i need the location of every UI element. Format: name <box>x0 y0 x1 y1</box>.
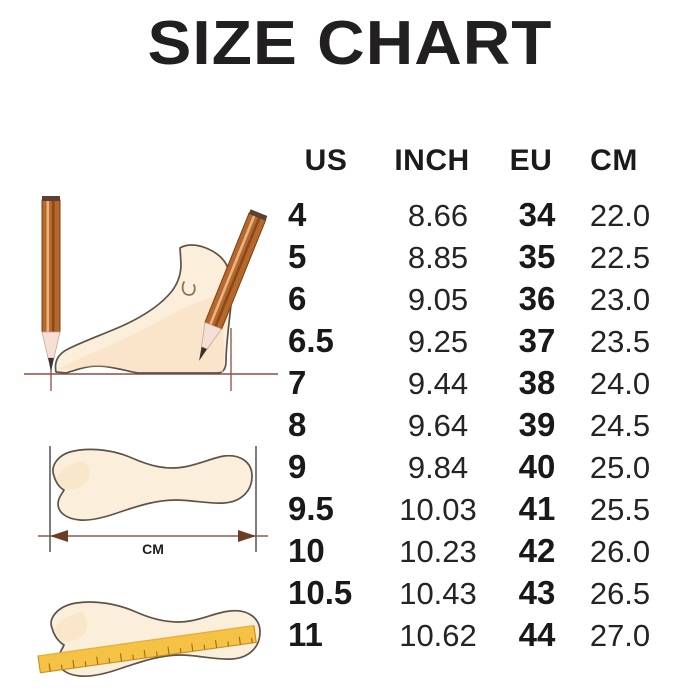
table-row: 6 9.05 36 23.0 <box>282 280 682 322</box>
table-row: 5 8.85 35 22.5 <box>282 238 682 280</box>
size-cell-us: 5 <box>288 238 307 275</box>
size-cell-eu: 34 <box>518 196 556 233</box>
cm-dimension-label: CM <box>142 541 164 557</box>
size-cell-cm: 24.0 <box>589 366 651 401</box>
size-cell-us: 11 <box>288 616 323 653</box>
size-cell-inch: 10.62 <box>399 618 477 653</box>
size-cell-us: 9 <box>288 448 307 485</box>
size-cell-cm: 23.5 <box>589 324 651 359</box>
size-cell-us: 6.5 <box>288 322 334 359</box>
column-header-inch: INCH <box>394 144 470 177</box>
table-row: 10 10.23 42 26.0 <box>282 532 682 574</box>
size-cell-cm: 24.5 <box>589 408 651 443</box>
size-cell-cm: 23.0 <box>589 282 651 317</box>
size-cell-eu: 36 <box>518 280 556 317</box>
size-table: US INCH EU CM 4 8.66 34 22.0 5 8.85 35 22.5 6 9.0… <box>282 144 682 658</box>
size-cell-inch: 10.23 <box>399 534 477 569</box>
size-cell-eu: 43 <box>518 574 556 611</box>
size-cell-inch: 9.44 <box>407 366 469 401</box>
size-cell-eu: 42 <box>518 532 556 569</box>
size-cell-eu: 35 <box>518 238 556 275</box>
size-cell-us: 8 <box>288 406 307 443</box>
pencil-left-icon <box>41 196 61 372</box>
size-cell-eu: 37 <box>518 322 556 359</box>
column-header-cm: CM <box>590 144 638 177</box>
footprint-tape-illustration <box>22 582 284 694</box>
size-cell-inch: 8.66 <box>407 198 469 233</box>
size-cell-cm: 22.0 <box>589 198 651 233</box>
table-row: 8 9.64 39 24.5 <box>282 406 682 448</box>
table-row: 4 8.66 34 22.0 <box>282 196 682 238</box>
size-cell-us: 9.5 <box>288 490 334 527</box>
column-header-eu: EU <box>509 144 553 177</box>
size-cell-inch: 9.64 <box>407 408 469 443</box>
size-cell-eu: 40 <box>518 448 556 485</box>
size-cell-cm: 27.0 <box>589 618 651 653</box>
size-cell-inch: 8.85 <box>407 240 469 275</box>
table-row: 10.5 10.43 43 26.5 <box>282 574 682 616</box>
size-cell-us: 6 <box>288 280 307 317</box>
size-cell-us: 7 <box>288 364 307 401</box>
table-row: 9.5 10.03 41 25.5 <box>282 490 682 532</box>
size-cell-cm: 22.5 <box>589 240 651 275</box>
column-header-us: US <box>304 144 348 177</box>
size-cell-eu: 44 <box>518 616 556 653</box>
table-row: 11 10.62 44 27.0 <box>282 616 682 658</box>
size-cell-inch: 9.05 <box>407 282 469 317</box>
size-cell-cm: 25.5 <box>589 492 651 527</box>
page-title: SIZE CHART <box>147 9 553 78</box>
table-row: 9 9.84 40 25.0 <box>282 448 682 490</box>
size-cell-cm: 26.5 <box>589 576 651 611</box>
size-cell-eu: 38 <box>518 364 556 401</box>
table-row: 6.5 9.25 37 23.5 <box>282 322 682 364</box>
size-cell-cm: 25.0 <box>589 450 651 485</box>
foot-side-view-illustration <box>18 186 286 398</box>
size-cell-cm: 26.0 <box>589 534 651 569</box>
size-cell-inch: 9.84 <box>407 450 469 485</box>
size-cell-us: 10 <box>288 532 325 569</box>
table-body: 4 8.66 34 22.0 5 8.85 35 22.5 6 9.05 36 23.0 6.5 9.25… <box>282 196 682 658</box>
measuring-tape-icon <box>37 624 257 674</box>
pencil-right-icon <box>199 209 268 361</box>
size-cell-us: 10.5 <box>288 574 353 611</box>
size-cell-us: 4 <box>288 196 307 233</box>
footprint-dimension-illustration: CM <box>20 420 282 566</box>
size-cell-inch: 10.43 <box>399 576 477 611</box>
size-cell-eu: 39 <box>518 406 556 443</box>
size-cell-inch: 9.25 <box>407 324 469 359</box>
table-row: 7 9.44 38 24.0 <box>282 364 682 406</box>
size-cell-inch: 10.03 <box>399 492 477 527</box>
table-header-row: US INCH EU CM <box>282 144 682 196</box>
size-cell-eu: 41 <box>518 490 556 527</box>
